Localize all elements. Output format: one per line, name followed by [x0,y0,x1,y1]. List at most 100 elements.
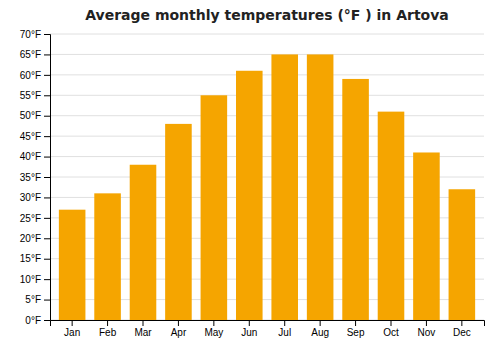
x-tick: Jul [278,320,291,338]
tick-mark [44,75,50,76]
bar [307,54,334,320]
y-tick: 60°F [20,70,50,81]
x-tick: Jan [64,320,80,338]
x-axis: Jan Feb Mar Apr May Jun Jul Aug Sep Oct Nov Dec [51,320,485,338]
x-tick: Mar [134,320,152,338]
tick-mark [249,320,250,326]
y-tick: 25°F [20,213,50,224]
x-tick: Jun [241,320,257,338]
tick-mark [355,320,356,326]
bar [378,112,405,320]
bar [201,95,228,320]
y-tick: 0°F [25,315,50,326]
tick-label: 55°F [20,90,41,101]
tick-mark [44,157,50,158]
tick-mark [72,320,73,326]
axis-line [51,321,485,327]
tick-label: Dec [453,327,471,338]
x-tick: Apr [171,320,187,338]
grid-line [50,115,484,116]
y-tick: 10°F [20,274,50,285]
y-tick: 55°F [20,90,50,101]
bar [271,54,298,320]
x-tick: Oct [383,320,399,338]
tick-label: Jul [278,327,291,338]
y-tick: 50°F [20,110,50,121]
bar [413,152,440,320]
axis-line [44,35,51,321]
x-tick: May [204,320,223,338]
tick-mark [44,95,50,96]
tick-label: 0°F [25,315,41,326]
tick-mark [107,320,108,326]
y-tick: 65°F [20,49,50,60]
y-tick: 5°F [25,294,50,305]
x-tick: Sep [347,320,365,338]
tick-mark [284,320,285,326]
grid-line [50,74,484,75]
bar [130,165,157,320]
grid-line [50,34,484,35]
tick-label: 10°F [20,274,41,285]
grid [50,34,484,320]
tick-mark [426,320,427,326]
tick-label: 5°F [25,294,41,305]
y-tick: 15°F [20,253,50,264]
tick-mark [44,259,50,260]
tick-mark [44,116,50,117]
tick-label: 20°F [20,233,41,244]
tick-label: Apr [171,327,187,338]
tick-mark [44,136,50,137]
tick-mark [44,279,50,280]
tick-label: Sep [347,327,365,338]
chart-container: Jan Feb Mar Apr May Jun Jul Aug Sep Oct Nov Dec 0°F 5… [0,0,500,350]
tick-mark [44,218,50,219]
tick-mark [143,320,144,326]
chart: Jan Feb Mar Apr May Jun Jul Aug Sep Oct Nov Dec 0°F 5… [0,0,500,350]
y-tick: 30°F [20,192,50,203]
tick-mark [44,54,50,55]
y-tick: 35°F [20,172,50,183]
bar [236,71,263,320]
tick-label: Nov [418,327,436,338]
y-axis: 0°F 5°F 10°F 15°F 20°F 25°F 30°F 35°F 40°F 45°F 50… [20,29,51,326]
tick-mark [320,320,321,326]
tick-label: Mar [134,327,152,338]
x-tick: Aug [311,320,329,338]
bar [59,210,86,320]
tick-label: 70°F [20,29,41,40]
title: Average monthly temperatures (°F ) in Ar… [85,7,449,23]
grid-line [50,95,484,96]
bar [94,193,121,320]
x-tick: Nov [418,320,436,338]
tick-label: Aug [311,327,329,338]
plot-area [59,54,475,320]
tick-mark [44,300,50,301]
tick-label: 65°F [20,49,41,60]
tick-label: Feb [99,327,117,338]
tick-mark [44,238,50,239]
tick-label: Jan [64,327,80,338]
tick-mark [213,320,214,326]
grid-line [50,136,484,137]
x-tick: Dec [453,320,471,338]
tick-label: 60°F [20,70,41,81]
grid-line [50,54,484,55]
tick-label: 30°F [20,192,41,203]
tick-mark [178,320,179,326]
bar [165,124,192,320]
bar [342,79,369,320]
tick-mark [44,197,50,198]
tick-label: Oct [383,327,399,338]
tick-label: 25°F [20,213,41,224]
tick-label: May [204,327,223,338]
tick-label: 45°F [20,131,41,142]
tick-label: Jun [241,327,257,338]
tick-mark [461,320,462,326]
y-tick: 20°F [20,233,50,244]
y-tick: 45°F [20,131,50,142]
y-tick: 70°F [20,29,50,40]
tick-mark [44,177,50,178]
tick-mark [44,34,50,35]
y-tick: 40°F [20,151,50,162]
